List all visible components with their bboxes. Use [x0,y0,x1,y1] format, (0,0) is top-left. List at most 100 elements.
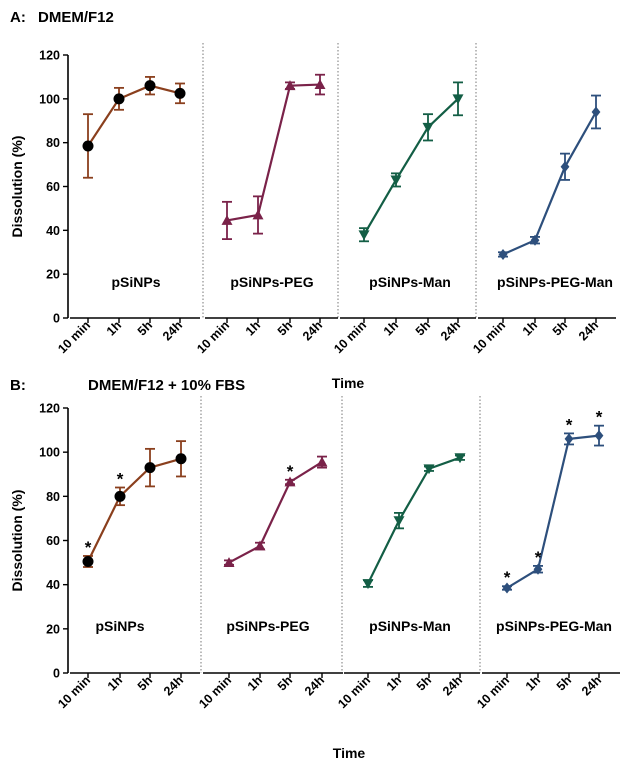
series-label: pSiNPs-Man [369,618,451,634]
y-axis-label: Dissolution (%) [9,136,25,238]
data-point [423,464,435,475]
series-line [506,434,600,589]
series-psinps-peg: 10 min 1h 5h 24h pSiNPs-PEG [194,73,338,356]
x-tick-label: 5h [275,673,295,693]
data-point [252,209,264,220]
x-tick-label: 24h [579,673,604,698]
series-line [363,98,459,236]
series-line [367,456,461,585]
data-point [393,516,405,527]
series-label: pSiNPs [111,274,160,290]
x-tick-label: 1h [105,673,125,693]
x-tick-label: 24h [161,673,186,698]
x-tick-label: 10 min [55,318,93,356]
data-point [82,140,94,152]
x-tick-label: 1h [384,673,404,693]
data-point [390,175,402,186]
x-tick-label: 5h [413,318,433,338]
y-tick-label: 0 [53,312,60,326]
x-tick-label: 5h [554,673,574,693]
y-tick-label: 20 [46,622,60,636]
series-psinps: 10 min 1h 5h 24h pSiNPs [55,76,200,356]
data-point [502,582,512,594]
significance-star: * [535,548,542,567]
data-point [530,234,540,246]
data-point [254,540,266,551]
panel-title: DMEM/F12 + 10% FBS [88,377,245,394]
y-tick-label: 20 [46,268,60,282]
y-tick-label: 60 [46,534,60,548]
series-psinps-peg-man: * 10 min * 1h * 5h * 24h pSiNPs-PEG-Man [474,408,620,711]
x-tick-label: 10 min [470,318,508,356]
series-line [87,84,181,147]
panel-a: A: DMEM/F12 0 20 40 60 80 100 120 Dissolution (%)… [9,9,616,391]
series-label: pSiNPs-PEG-Man [497,274,613,290]
data-point [174,87,186,99]
x-tick-label: 10 min [196,673,234,711]
x-tick-label: 5h [275,318,295,338]
data-point [594,430,604,442]
significance-star: * [85,538,92,557]
series-psinps: * 10 min * 1h 5h 24h pSiNPs [55,440,200,711]
panel-b: B: DMEM/F12 + 10% FBS 0 20 40 60 80 100 120 Disso… [9,377,620,760]
data-point [498,248,508,260]
x-tick-label: 10 min [55,673,93,711]
data-point [144,80,156,92]
panel-label: A: [10,9,26,26]
series-label: pSiNPs [95,618,144,634]
data-point [316,456,328,467]
series-psinps-peg-man: 10 min 1h 5h 24h pSiNPs-PEG-Man [470,94,616,356]
x-tick-label: 10 min [335,673,373,711]
significance-star: * [566,415,573,434]
series-label: pSiNPs-PEG [230,274,313,290]
y-tick-label: 100 [39,92,60,106]
data-point [221,214,233,225]
y-tick-label: 100 [39,446,60,460]
series-label: pSiNPs-Man [369,274,451,290]
x-tick-label: 24h [440,673,465,698]
data-point [422,122,434,133]
series-line [228,461,323,564]
x-tick-label: 5h [414,673,434,693]
data-point [454,453,466,464]
data-point [564,433,574,445]
x-tick-label: 5h [135,318,155,338]
significance-star: * [117,470,124,489]
x-tick-label: 1h [104,318,124,338]
data-point [362,579,374,590]
data-point [533,563,543,575]
y-axis-label: Dissolution (%) [9,490,25,592]
x-tick-label: 1h [381,318,401,338]
y-tick-label: 120 [39,402,60,416]
x-tick-label: 24h [438,318,463,343]
panel-label: B: [10,377,26,394]
y-tick-label: 40 [46,224,60,238]
x-tick-label: 24h [160,318,185,343]
series-line [87,457,182,562]
x-tick-label: 1h [523,673,543,693]
series-psinps-peg: 10 min 1h * 5h 24h pSiNPs-PEG [196,455,343,711]
data-point [591,106,601,118]
data-point [452,94,464,105]
x-axis-label: Time [332,375,365,391]
series-line [226,83,321,222]
data-point [284,476,296,487]
series-label: pSiNPs-PEG [226,618,309,634]
x-axis-label: Time [333,745,366,760]
x-tick-label: 10 min [474,673,512,711]
data-point [358,230,370,241]
data-point [223,557,235,567]
data-point [560,161,570,173]
y-tick-label: 60 [46,180,60,194]
significance-star: * [287,462,294,481]
x-tick-label: 10 min [194,318,232,356]
data-point [82,555,94,567]
data-point [314,79,326,89]
y-tick-label: 0 [53,667,60,681]
y-tick-label: 80 [46,490,60,504]
significance-star: * [596,408,603,427]
x-tick-label: 10 min [331,318,369,356]
x-tick-label: 1h [243,318,263,338]
series-label: pSiNPs-PEG-Man [496,618,612,634]
